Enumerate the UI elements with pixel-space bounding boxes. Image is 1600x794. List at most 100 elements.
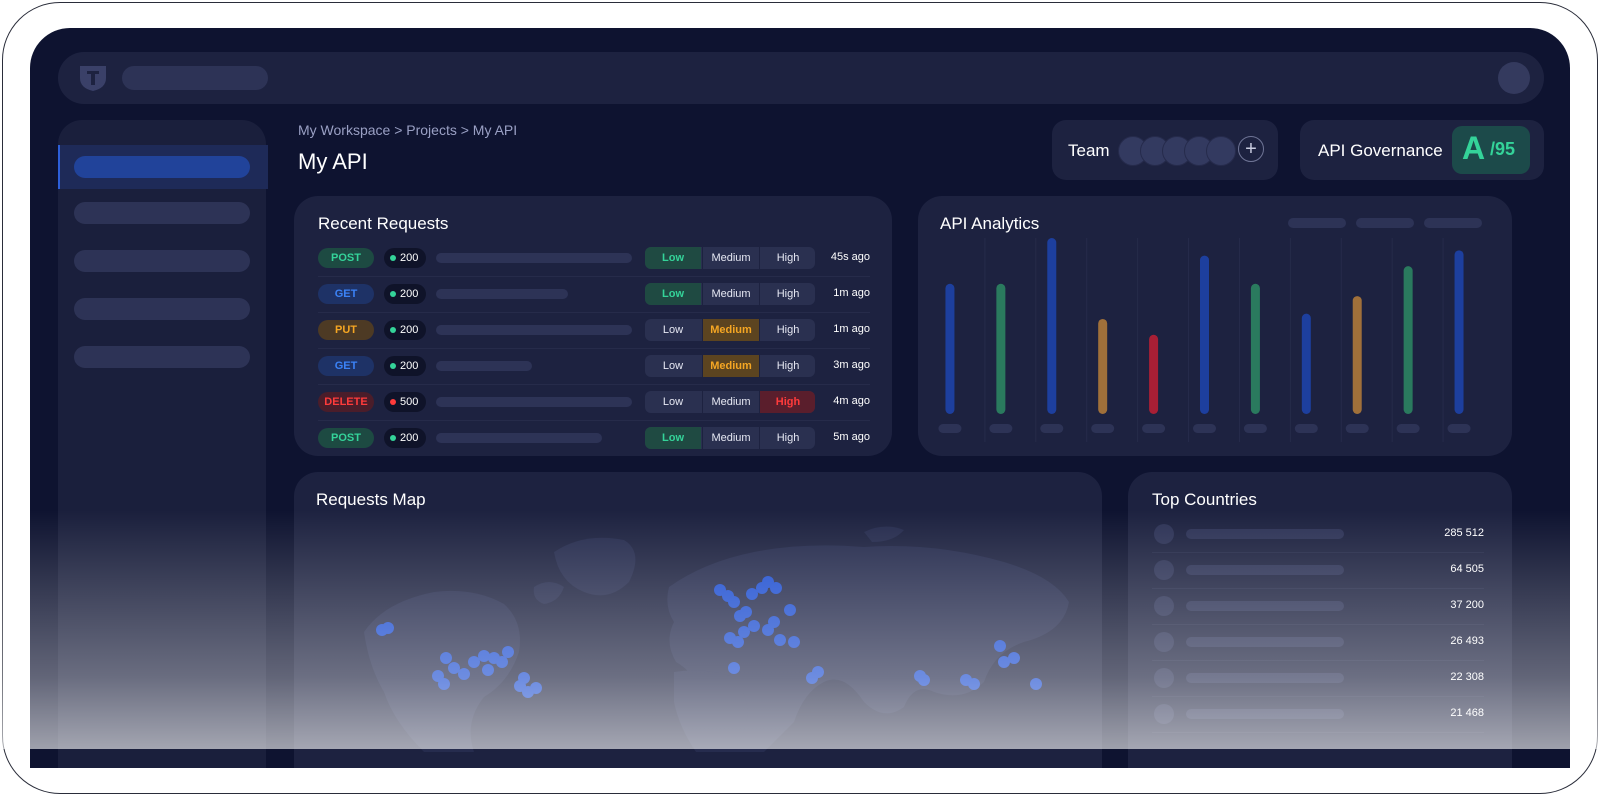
country-row[interactable]: 21 468 bbox=[1152, 696, 1484, 733]
legend-placeholder[interactable] bbox=[1288, 218, 1346, 228]
country-row[interactable]: 37 200 bbox=[1152, 588, 1484, 625]
app-screen: My Workspace > Projects > My API My API … bbox=[30, 28, 1570, 768]
map-marker[interactable] bbox=[788, 636, 800, 648]
map-marker[interactable] bbox=[968, 678, 980, 690]
endpoint-placeholder bbox=[436, 325, 632, 335]
severity-high[interactable]: High bbox=[759, 319, 815, 341]
severity-low[interactable]: Low bbox=[662, 324, 684, 336]
severity-medium[interactable]: Medium bbox=[702, 391, 759, 413]
country-row[interactable]: 285 512 bbox=[1152, 516, 1484, 553]
severity-high[interactable]: High bbox=[759, 247, 815, 269]
world-map[interactable] bbox=[324, 492, 1084, 752]
request-row[interactable]: POST 200 Low Medium High 5m ago bbox=[318, 420, 870, 456]
legend-placeholder[interactable] bbox=[1356, 218, 1414, 228]
severity-high[interactable]: High bbox=[759, 355, 815, 377]
map-marker[interactable] bbox=[806, 672, 818, 684]
shield-logo-icon[interactable] bbox=[78, 64, 108, 92]
chart-bar[interactable] bbox=[1149, 334, 1159, 414]
severity-low[interactable]: Low bbox=[645, 247, 701, 269]
severity-toggle[interactable]: Low Medium High bbox=[645, 427, 815, 449]
governance-score-badge[interactable]: A /95 bbox=[1452, 126, 1530, 174]
severity-toggle[interactable]: Low Medium High bbox=[645, 247, 815, 269]
sidebar-item[interactable] bbox=[74, 346, 250, 368]
request-row[interactable]: GET 200 Low Medium High 1m ago bbox=[318, 276, 870, 313]
severity-low[interactable]: Low bbox=[645, 427, 701, 449]
map-marker[interactable] bbox=[1030, 678, 1042, 690]
map-marker[interactable] bbox=[728, 662, 740, 674]
chart-bar[interactable] bbox=[1200, 255, 1209, 414]
chart-bar[interactable] bbox=[1454, 250, 1464, 414]
chart-bar[interactable] bbox=[1352, 296, 1362, 414]
map-marker[interactable] bbox=[482, 664, 494, 676]
map-marker[interactable] bbox=[784, 604, 796, 616]
severity-toggle[interactable]: Low Medium High bbox=[645, 355, 815, 377]
map-marker[interactable] bbox=[522, 686, 534, 698]
severity-toggle[interactable]: Low Medium High bbox=[645, 391, 815, 413]
country-row[interactable]: 22 308 bbox=[1152, 660, 1484, 697]
map-marker[interactable] bbox=[496, 656, 508, 668]
map-marker[interactable] bbox=[448, 662, 460, 674]
severity-high[interactable]: High bbox=[759, 391, 815, 413]
severity-medium[interactable]: Medium bbox=[702, 247, 759, 269]
severity-low[interactable]: Low bbox=[662, 396, 684, 408]
request-row[interactable]: DELETE 500 Low Medium High 4m ago bbox=[318, 384, 870, 421]
map-marker[interactable] bbox=[774, 634, 786, 646]
user-avatar[interactable] bbox=[1498, 62, 1530, 94]
map-marker[interactable] bbox=[478, 650, 490, 662]
map-marker[interactable] bbox=[502, 646, 514, 658]
severity-toggle[interactable]: Low Medium High bbox=[645, 283, 815, 305]
request-row[interactable]: POST 200 Low Medium High 45s ago bbox=[318, 240, 870, 277]
map-marker[interactable] bbox=[724, 632, 736, 644]
sidebar-item-active[interactable] bbox=[58, 145, 268, 189]
breadcrumb[interactable]: My Workspace > Projects > My API bbox=[298, 122, 518, 138]
request-row[interactable]: PUT 200 Low Medium High 1m ago bbox=[318, 312, 870, 349]
chart-bar[interactable] bbox=[996, 283, 1006, 414]
chart-bar[interactable] bbox=[1098, 318, 1108, 414]
country-row[interactable]: 64 505 bbox=[1152, 552, 1484, 589]
map-marker[interactable] bbox=[738, 626, 750, 638]
map-marker[interactable] bbox=[994, 640, 1006, 652]
map-marker[interactable] bbox=[770, 582, 782, 594]
severity-medium[interactable]: Medium bbox=[702, 427, 759, 449]
country-row[interactable]: 26 493 bbox=[1152, 624, 1484, 661]
add-member-plus-icon[interactable]: + bbox=[1238, 136, 1264, 162]
request-row[interactable]: GET 200 Low Medium High 3m ago bbox=[318, 348, 870, 385]
chart-bar[interactable] bbox=[1250, 283, 1260, 414]
chart-bar[interactable] bbox=[1301, 313, 1311, 414]
status-code: 200 bbox=[400, 324, 419, 336]
map-marker[interactable] bbox=[728, 596, 740, 608]
map-marker[interactable] bbox=[468, 656, 480, 668]
legend-placeholder[interactable] bbox=[1424, 218, 1482, 228]
severity-low[interactable]: Low bbox=[662, 360, 684, 372]
sidebar-item[interactable] bbox=[74, 250, 250, 272]
severity-high[interactable]: High bbox=[759, 427, 815, 449]
top-countries-card: Top Countries 285 512 64 505 37 200 26 493 2… bbox=[1128, 472, 1512, 768]
chart-bar[interactable] bbox=[945, 283, 955, 414]
team-member-avatar[interactable] bbox=[1206, 136, 1236, 166]
team-label: Team bbox=[1068, 141, 1110, 160]
severity-low[interactable]: Low bbox=[645, 283, 701, 305]
map-marker[interactable] bbox=[438, 678, 450, 690]
map-marker[interactable] bbox=[918, 674, 930, 686]
chart-bar[interactable] bbox=[1403, 266, 1413, 414]
method-badge: DELETE bbox=[318, 392, 374, 412]
severity-medium[interactable]: Medium bbox=[702, 283, 759, 305]
severity-high[interactable]: High bbox=[759, 283, 815, 305]
chart-bar[interactable] bbox=[1047, 238, 1057, 414]
search-placeholder[interactable] bbox=[122, 66, 268, 90]
sidebar-item[interactable] bbox=[74, 202, 250, 224]
severity-toggle[interactable]: Low Medium High bbox=[645, 319, 815, 341]
severity-medium[interactable]: Medium bbox=[702, 355, 759, 377]
map-marker[interactable] bbox=[746, 588, 758, 600]
map-marker[interactable] bbox=[748, 620, 760, 632]
map-marker[interactable] bbox=[998, 656, 1010, 668]
severity-medium[interactable]: Medium bbox=[702, 319, 759, 341]
country-request-count: 37 200 bbox=[1450, 599, 1484, 611]
sidebar-item[interactable] bbox=[74, 298, 250, 320]
map-marker[interactable] bbox=[440, 652, 452, 664]
map-marker[interactable] bbox=[382, 622, 394, 634]
status-badge: 500 bbox=[384, 392, 426, 412]
map-marker[interactable] bbox=[768, 616, 780, 628]
map-marker[interactable] bbox=[458, 668, 470, 680]
map-marker[interactable] bbox=[740, 606, 752, 618]
